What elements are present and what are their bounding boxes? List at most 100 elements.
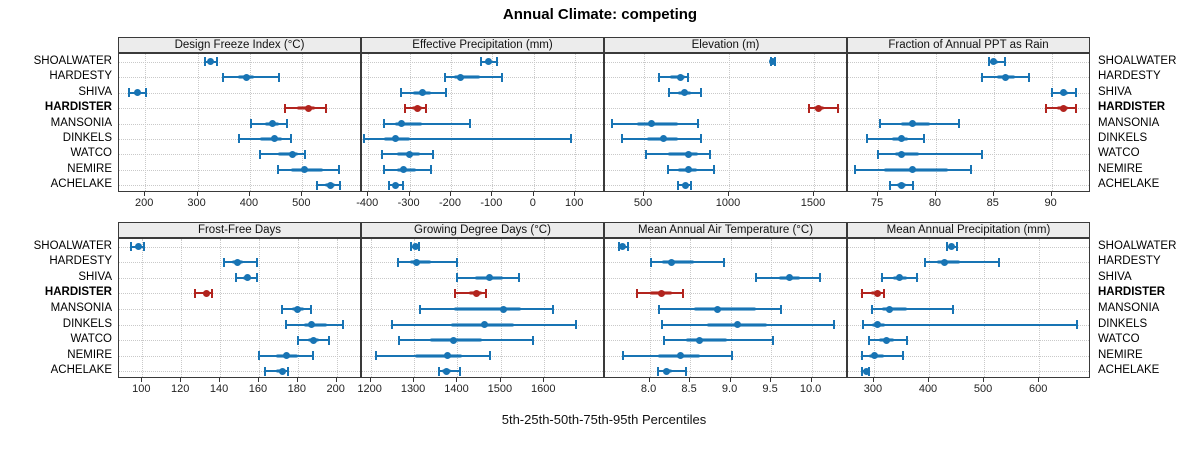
axis-tick-label: 8.5 xyxy=(681,383,697,395)
whisker-cap xyxy=(861,320,864,330)
axis-tick-label: 90 xyxy=(1044,197,1057,209)
site-label-left: WATCO xyxy=(70,333,112,346)
median-dot-hardister xyxy=(874,289,882,297)
site-label-right: HARDESTY xyxy=(1098,255,1161,268)
whisker-cap xyxy=(861,366,864,376)
gridline-v xyxy=(1039,239,1041,377)
median-dot-dinkels xyxy=(271,135,279,143)
whisker-cap xyxy=(552,304,555,314)
site-label-right: ACHELAKE xyxy=(1098,364,1160,377)
whisker-box xyxy=(661,260,695,265)
gridline-v xyxy=(729,54,731,191)
whisker-cap xyxy=(289,134,292,144)
axis-tick-label: 1500 xyxy=(487,383,513,395)
axis-tick xyxy=(450,192,451,196)
axis-tick xyxy=(928,378,929,382)
whisker-cap xyxy=(658,304,661,314)
whisker-cap xyxy=(338,165,341,175)
panel-body xyxy=(604,53,847,192)
whisker-box xyxy=(414,353,463,358)
site-label-left: MANSONIA xyxy=(50,302,112,314)
whisker-cap xyxy=(418,242,421,252)
whisker-cap xyxy=(304,149,307,159)
whisker-cap xyxy=(455,273,458,283)
whisker-cap xyxy=(676,180,679,190)
whisker-cap xyxy=(888,180,891,190)
whisker-cap xyxy=(981,149,984,159)
axis-tick xyxy=(456,378,458,382)
whisker-cap xyxy=(363,134,366,144)
whisker-cap xyxy=(1075,320,1078,330)
gridline-h xyxy=(848,123,1089,125)
panel-strip: Mean Annual Precipitation (mm) xyxy=(847,222,1090,238)
median-dot-shoalwater xyxy=(990,58,998,66)
median-dot-mansonia xyxy=(885,305,893,313)
median-dot-hardister xyxy=(304,104,312,112)
whisker-line xyxy=(862,323,1077,326)
median-dot-mansonia xyxy=(500,305,508,313)
whisker-cap xyxy=(1050,88,1053,98)
median-dot-shiva xyxy=(896,274,904,282)
gridline-v xyxy=(142,239,144,377)
gridline-h xyxy=(119,309,360,310)
site-label-left: HARDESTY xyxy=(49,70,112,83)
axis-tick-label: -200 xyxy=(438,197,462,209)
median-dot-achelake xyxy=(862,367,870,375)
axis-tick xyxy=(413,378,415,382)
chart-title: Annual Climate: competing xyxy=(502,6,698,23)
whisker-box xyxy=(453,307,521,311)
whisker-line xyxy=(872,308,953,310)
axis-tick-label: 120 xyxy=(171,383,190,395)
site-label-right: MANSONIA xyxy=(1098,302,1160,314)
whisker-cap xyxy=(667,88,670,98)
whisker-cap xyxy=(699,134,702,144)
gridline-h xyxy=(605,293,846,295)
whisker-cap xyxy=(860,288,863,298)
whisker-cap xyxy=(807,103,810,113)
whisker-cap xyxy=(860,351,863,361)
whisker-cap xyxy=(650,257,653,267)
axis-tick-label: 600 xyxy=(1029,383,1048,395)
gridline-h xyxy=(605,138,846,140)
site-label-left: ACHELAKE xyxy=(50,178,112,191)
axis-tick-label: 200 xyxy=(326,383,345,395)
site-label-right: DINKELS xyxy=(1098,131,1148,144)
whisker-cap xyxy=(877,149,880,159)
gridline-v xyxy=(575,54,577,191)
whisker-cap xyxy=(924,257,927,267)
whisker-box xyxy=(394,121,423,126)
whisker-cap xyxy=(285,320,288,330)
whisker-cap xyxy=(339,180,341,190)
whisker-cap xyxy=(879,119,882,128)
whisker-cap xyxy=(258,149,261,159)
gridline-h xyxy=(848,61,1089,63)
whisker-cap xyxy=(644,149,647,159)
whisker-cap xyxy=(285,119,288,128)
median-dot-watco xyxy=(450,336,458,344)
whisker-cap xyxy=(453,288,456,298)
whisker-cap xyxy=(699,88,702,98)
panel-strip: Fraction of Annual PPT as Rain xyxy=(847,37,1090,53)
whisker-cap xyxy=(660,320,663,330)
whisker-cap xyxy=(437,366,440,376)
axis-tick-label: 400 xyxy=(239,197,259,209)
whisker-cap xyxy=(621,351,624,361)
whisker-cap xyxy=(958,119,961,128)
axis-tick xyxy=(877,192,879,196)
gridline-v xyxy=(370,239,372,377)
axis-tick-label: 500 xyxy=(633,197,653,209)
axis-tick-label: 500 xyxy=(973,383,993,395)
whisker-cap xyxy=(257,351,260,361)
axis-tick xyxy=(367,192,369,196)
median-dot-achelake xyxy=(442,367,450,375)
median-dot-hardister xyxy=(202,289,210,297)
axis-tick-label: 1600 xyxy=(531,383,556,395)
gridline-h xyxy=(605,108,846,110)
whisker-cap xyxy=(495,57,498,67)
whisker-cap xyxy=(143,242,146,252)
gridline-v xyxy=(878,54,880,191)
panel-body xyxy=(118,53,361,192)
median-dot-achelake xyxy=(663,367,671,375)
whisker-cap xyxy=(865,134,868,144)
gridline-h xyxy=(848,340,1089,342)
